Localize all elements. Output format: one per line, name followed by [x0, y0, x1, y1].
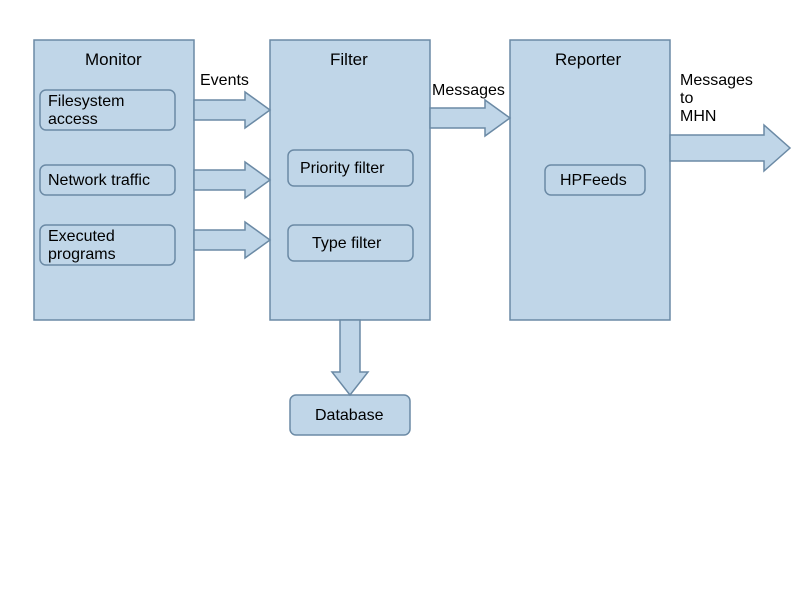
reporter-box: Reporter HPFeeds: [510, 40, 670, 320]
arrow-messages-label: Messages: [432, 82, 505, 99]
reporter-title: Reporter: [555, 50, 621, 69]
arrow-messages: [430, 100, 510, 136]
arrow-to-mhn-label-2: to: [680, 90, 693, 107]
monitor-item-executed-label-2: programs: [48, 246, 116, 263]
arrow-to-database: [332, 320, 368, 395]
monitor-item-filesystem-label-1: Filesystem: [48, 93, 124, 110]
filter-item-priority-label: Priority filter: [300, 160, 385, 177]
architecture-diagram: Monitor Filesystem access Network traffi…: [0, 0, 800, 600]
arrow-to-mhn: [670, 125, 790, 171]
arrow-to-mhn-label-3: MHN: [680, 108, 716, 125]
filter-item-type-label: Type filter: [312, 235, 382, 252]
monitor-item-network-label: Network traffic: [48, 172, 150, 189]
arrow-events-2: [194, 162, 270, 198]
arrow-events-3: [194, 222, 270, 258]
arrow-to-mhn-label-1: Messages: [680, 72, 753, 89]
database-box: Database: [290, 395, 410, 435]
filter-box: Filter Priority filter Type filter: [270, 40, 430, 320]
monitor-item-filesystem-label-2: access: [48, 111, 98, 128]
monitor-box: Monitor Filesystem access Network traffi…: [34, 40, 194, 320]
arrow-events-1: [194, 92, 270, 128]
database-label: Database: [315, 407, 384, 424]
monitor-item-executed-label-1: Executed: [48, 228, 115, 245]
filter-title: Filter: [330, 50, 368, 69]
arrow-events-label: Events: [200, 72, 249, 89]
reporter-item-hpfeeds-label: HPFeeds: [560, 172, 627, 189]
monitor-title: Monitor: [85, 50, 142, 69]
